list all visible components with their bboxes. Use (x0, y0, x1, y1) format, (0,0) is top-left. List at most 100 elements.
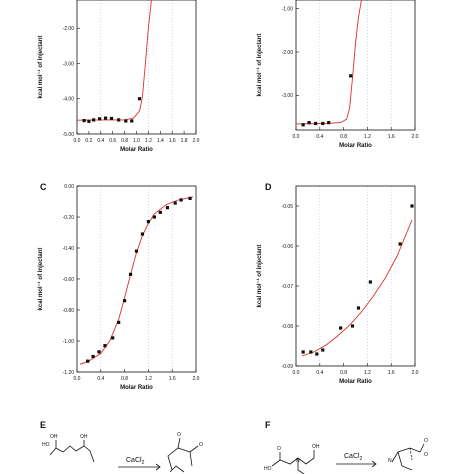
chart-c-frame (76, 185, 197, 373)
chart-b-xtick-label: 1.6 (388, 134, 395, 140)
chart-c-fit-line (79, 196, 194, 365)
chart-b-xtick-label: 2.0 (412, 134, 419, 140)
chart-d-point (321, 348, 325, 352)
reagent-f: CaCl2 (344, 453, 363, 462)
reaction-scheme-f: F O HO N OH CaCl2 N O O (264, 420, 428, 474)
chart-d-point (301, 350, 305, 354)
chart-d-xtick-label: 0.0 (293, 370, 300, 376)
chart-c-xtick-label: 0.0 (74, 376, 81, 382)
chart-b-xtick-label: 0.0 (293, 134, 300, 140)
chart-b-point (327, 121, 331, 125)
chem-label-e-o1: O (177, 432, 181, 438)
chart-b-point (307, 121, 311, 125)
chart-a-ytick-label: -4.00 (63, 97, 75, 103)
chem-label-e-ho: HO (42, 442, 50, 448)
chart-c-xtick-label: 1.6 (169, 376, 176, 382)
chart-c-xtick-label: 1.2 (145, 376, 152, 382)
chart-b-point (301, 123, 305, 127)
chart-a-xtick-label: 0.6 (109, 138, 116, 144)
chart-a-point (117, 118, 121, 122)
chart-d-point (398, 242, 402, 246)
chart-a-point (124, 119, 128, 123)
chart-a-xtick-label: 1.2 (145, 138, 152, 144)
chart-a-xtick-label: 1.4 (157, 138, 164, 144)
chart-a-xtick-label: 0.2 (85, 138, 92, 144)
chart-d-point (339, 326, 343, 330)
reaction-scheme-e: E HO OH OH CaCl2 O O (40, 420, 203, 473)
chart-b-fit-line (296, 0, 362, 125)
chart-b-ytick-label: -2.00 (282, 50, 294, 56)
chart-c-point (188, 196, 192, 200)
chem-label-f-oh: OH (312, 444, 320, 450)
chart-b-xtick-label: 1.2 (364, 134, 371, 140)
chart-d-ytick-label: -0.07 (282, 284, 294, 290)
chart-d-frame (295, 185, 416, 367)
chart-c-ylabel: kcal mol⁻¹ of injectant (37, 248, 44, 311)
chem-label-f-ho: HO (264, 466, 272, 472)
chart-d-xtick-label: 2.0 (412, 370, 419, 376)
chart-b-xtick-label: 0.4 (316, 134, 323, 140)
chart-d-xtick-label: 0.4 (316, 370, 323, 376)
panel-letter-c: C (40, 182, 47, 192)
reagent-f-name: CaCl (344, 453, 360, 460)
reagent-e: CaCl2 (126, 457, 145, 466)
chart-d-xlabel: Molar Ratio (339, 379, 372, 385)
chart-b-point (349, 74, 353, 78)
chart-c-point (152, 215, 156, 219)
chart-c-ytick-label: -0.80 (63, 308, 75, 314)
chart-d-fit-line (301, 219, 413, 357)
chart-d-ylabel: kcal mol⁻¹ of injectant (256, 245, 263, 308)
chart-a: 0.0 0.2 0.4 0.6 0.8 1.0 1.2 1.4 1.6 1.8 2.0 -2.00 -3… (37, 0, 200, 153)
chem-label-f-o2: O (424, 438, 428, 444)
panel-letter-f: F (265, 420, 271, 430)
chart-a-point (82, 119, 86, 123)
chart-a-xlabel: Molar Ratio (120, 147, 153, 153)
chart-c-point (134, 249, 139, 253)
molecule-f-reactant (271, 450, 315, 474)
chart-a-point (98, 117, 102, 121)
chart-a-xtick-label: 0.0 (74, 138, 81, 144)
panel-letter-e: E (40, 420, 46, 430)
chart-c-ytick-label: -0.20 (63, 215, 75, 221)
chart-b-ytick-label: -3.00 (282, 93, 294, 99)
chart-c-point (173, 201, 177, 205)
charts-layer: 0.0 0.2 0.4 0.6 0.8 1.0 1.2 1.4 1.6 1.8 2.0 -2.00 -3… (37, 0, 419, 391)
chart-d-point (368, 280, 372, 284)
chart-c-xtick-label: 2.0 (193, 376, 200, 382)
chart-d-xtick-label: 1.6 (388, 370, 395, 376)
reaction-arrow-e (118, 463, 161, 471)
chart-c-point (158, 210, 162, 214)
chart-c-xtick-label: 0.4 (97, 376, 104, 382)
molecule-e-reactant (49, 440, 95, 463)
chart-c-point (97, 350, 101, 354)
reagent-e-name: CaCl (126, 457, 142, 464)
chem-label-f-n: N (296, 458, 300, 464)
chart-b-xtick-label: 0.8 (340, 134, 347, 140)
chart-d-ytick-label: -0.09 (282, 364, 294, 370)
chart-a-point (103, 116, 108, 120)
chart-c-point (146, 220, 150, 224)
chart-d-point (350, 324, 355, 328)
chart-c-point (117, 320, 121, 324)
molecule-e-complex (167, 437, 199, 473)
chart-a-xtick-label: 0.4 (97, 138, 104, 144)
chart-b-point (321, 121, 325, 126)
chart-c-xlabel: Molar Ratio (120, 385, 153, 391)
chart-c-point (91, 354, 95, 359)
chart-c: 0.0 0.4 0.8 1.2 1.6 2.0 0.00 -0.20 -0.40 -0.60 -0.… (37, 184, 200, 391)
chart-d: 0.0 0.4 0.8 1.2 1.6 2.0 -0.05 -0.06 -0.07 -0.08 -0… (256, 185, 419, 385)
chart-d-xtick-label: 0.8 (340, 370, 347, 376)
chart-d-point (356, 306, 361, 310)
chart-d-ytick-label: -0.08 (282, 324, 294, 330)
chart-c-point (128, 272, 133, 276)
chart-c-ytick-label: -1.20 (63, 370, 75, 376)
chem-label-f-n2: N (388, 458, 392, 464)
chart-c-ytick-label: -0.60 (63, 277, 75, 283)
molecule-f-complex (391, 443, 425, 471)
chart-c-point (165, 206, 170, 210)
chart-a-xtick-label: 0.8 (121, 138, 128, 144)
chart-b-xlabel: Molar Ratio (339, 143, 372, 149)
reagent-f-subscript: 2 (360, 456, 363, 462)
chart-b-ylabel: kcal mol⁻¹ of injectant (256, 34, 263, 97)
